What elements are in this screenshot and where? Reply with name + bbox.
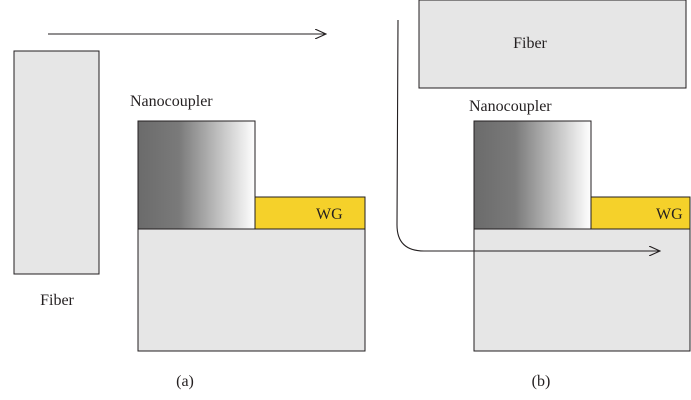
substrate-b bbox=[473, 228, 691, 352]
nanocoupler-label-b: Nanocoupler bbox=[469, 98, 552, 115]
substrate-a bbox=[137, 228, 366, 352]
caption-a: (a) bbox=[176, 373, 194, 390]
fiber-label-a: Fiber bbox=[40, 292, 74, 309]
nanocoupler-block-a bbox=[137, 120, 256, 230]
light-path-arrow-b bbox=[396, 19, 660, 251]
caption-b: (b) bbox=[532, 373, 551, 390]
nanocoupler-block-b bbox=[473, 120, 592, 230]
panel-b: Fiber Nanocoupler WG (b) bbox=[396, 0, 691, 390]
fiber-b bbox=[418, 0, 687, 89]
waveguide-label-b: WG bbox=[656, 206, 683, 223]
nanocoupler-label-a: Nanocoupler bbox=[130, 93, 213, 110]
waveguide-label-a: WG bbox=[316, 206, 343, 223]
fiber-label-b: Fiber bbox=[513, 35, 547, 52]
waveguide-b bbox=[590, 196, 691, 230]
waveguide-a bbox=[254, 196, 366, 230]
panel-a: Fiber Nanocoupler WG (a) bbox=[13, 34, 366, 390]
fiber-a bbox=[13, 50, 100, 275]
